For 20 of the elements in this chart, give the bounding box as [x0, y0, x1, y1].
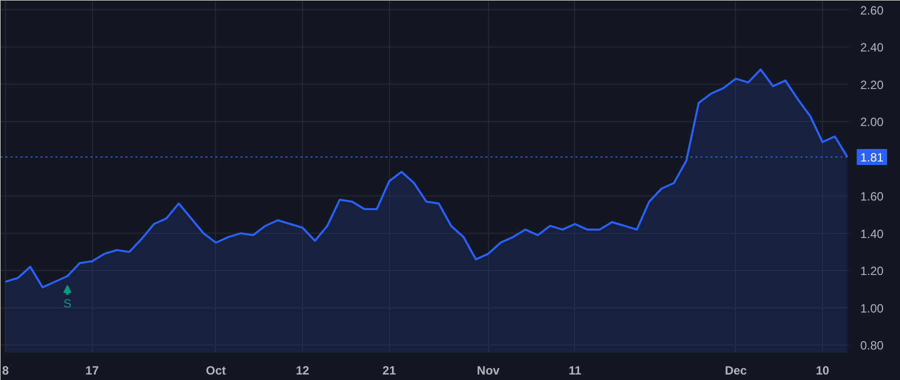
x-tick-label: 8 [2, 364, 10, 378]
x-tick-label: Dec [724, 364, 748, 378]
x-tick-label: 10 [816, 364, 830, 378]
x-tick-label: 21 [382, 364, 396, 378]
x-tick-label: 12 [296, 364, 310, 378]
y-tick-label: 0.80 [860, 338, 884, 353]
x-tick-label: Oct [206, 364, 226, 378]
y-tick-label: 1.40 [860, 226, 884, 241]
ref-line-label: 1.81 [860, 150, 884, 164]
x-tick-label: 11 [568, 364, 582, 378]
y-tick-label: 2.60 [860, 3, 884, 18]
annotation: S [63, 296, 72, 311]
y-tick-label: 2.00 [860, 115, 884, 130]
y-tick-label: 1.60 [860, 190, 884, 204]
y-tick-label: 1.20 [860, 264, 884, 278]
y-tick-label: 2.40 [860, 40, 884, 55]
x-tick-label: Nov [476, 364, 500, 378]
y-tick-label: 2.20 [860, 78, 884, 92]
x-tick-label: 17 [85, 364, 100, 378]
y-tick-label: 1.00 [860, 301, 884, 316]
